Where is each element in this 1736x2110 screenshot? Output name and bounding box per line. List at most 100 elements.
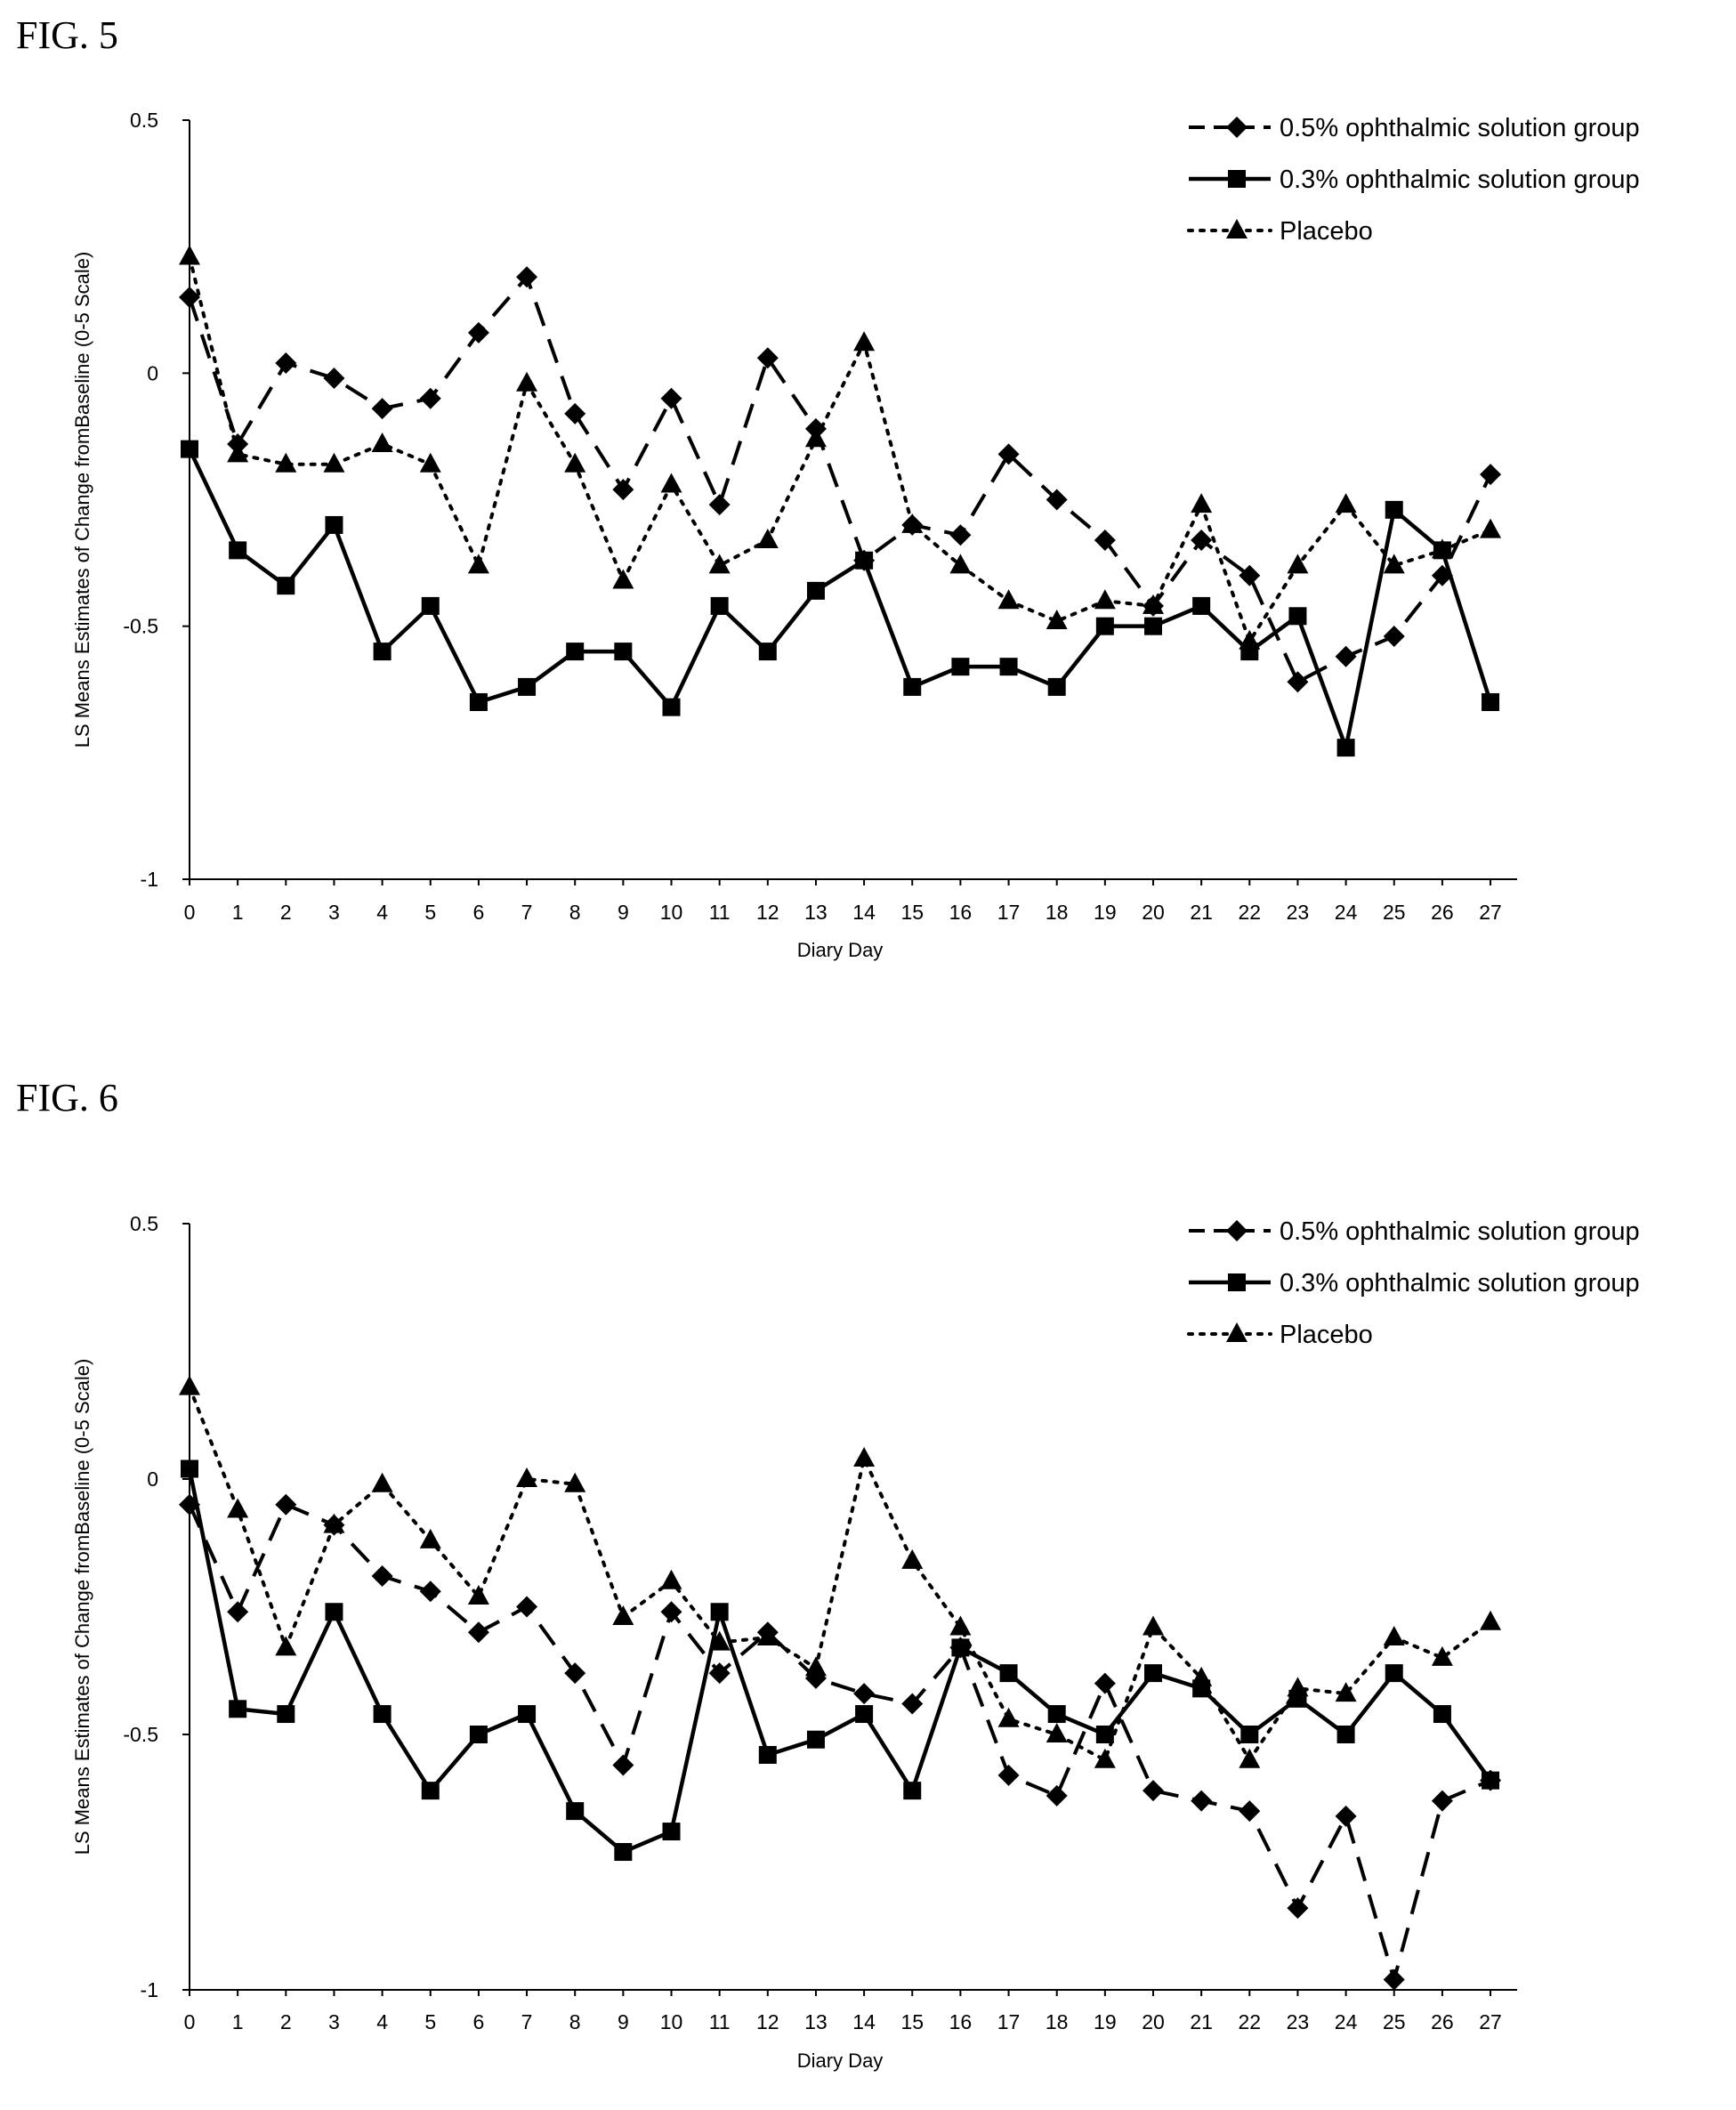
fig6-triangle-series-point <box>660 1569 682 1589</box>
fig5-triangle-series-line <box>188 255 1493 646</box>
fig5-diamond-series-point <box>612 479 634 501</box>
fig6-diamond-series-point <box>997 1764 1020 1786</box>
fig5-legend-label: 0.3% ophthalmic solution group <box>1280 166 1640 194</box>
fig6-diamond-series-point <box>516 1596 538 1618</box>
fig5-triangle-series-point <box>323 452 345 473</box>
fig5-x-tick-label: 16 <box>949 901 973 924</box>
fig5-diamond-series-point <box>1094 529 1116 551</box>
fig5-triangle-series-point <box>516 371 538 392</box>
fig5-legend-marker <box>1228 170 1246 188</box>
fig5-square-series-point <box>855 551 874 570</box>
fig6-triangle-series-point <box>323 1513 345 1533</box>
fig5-square-series-point <box>1288 607 1307 626</box>
fig5-x-axis-title: Diary Day <box>797 939 884 961</box>
fig6-triangle-series-point <box>179 1375 200 1395</box>
fig5-x-tick-label: 26 <box>1431 901 1454 924</box>
fig5-legend-entry: 0.5% ophthalmic solution group <box>1189 114 1640 142</box>
fig5-diamond-series-point <box>1480 464 1502 486</box>
fig6-square-series-point <box>758 1745 777 1764</box>
fig6-y-tick-label: -0.5 <box>123 1723 158 1746</box>
fig6-x-tick-label: 17 <box>997 2010 1021 2033</box>
fig5-x-tick-label: 14 <box>852 901 876 924</box>
fig6-y-axis-title: LS Means Estimates of Change fromBaselin… <box>71 1359 93 1855</box>
fig6-square-series-point <box>614 1843 633 1862</box>
fig5-y-tick-label: 0 <box>147 361 158 384</box>
fig5-square-series-point <box>806 581 825 600</box>
fig6-triangle-series-point <box>1480 1610 1502 1630</box>
figure-label-fig6: FIG. 6 <box>16 1076 118 1120</box>
fig6-square-series-point <box>951 1638 970 1657</box>
fig5-triangle-series-point <box>1335 493 1357 513</box>
fig6-x-tick-label: 25 <box>1383 2010 1406 2033</box>
fig5-triangle-series-point <box>1383 554 1405 574</box>
fig6-x-tick-label: 4 <box>376 2010 388 2033</box>
fig6-diamond-series-point <box>1191 1790 1213 1812</box>
fig5-y-tick-label: 0.5 <box>130 109 158 132</box>
fig6-diamond-series-point <box>275 1493 297 1516</box>
fig5-x-tick-label: 21 <box>1190 901 1213 924</box>
fig5-square-series-point <box>1192 596 1211 615</box>
fig6-square-series-point <box>181 1459 198 1478</box>
fig6-triangle-series-point <box>1191 1666 1213 1686</box>
fig6-triangle-series-point <box>371 1472 393 1492</box>
fig5-triangle-series-point <box>275 452 297 473</box>
fig6-diamond-series <box>179 1493 1502 1991</box>
fig6-x-tick-label: 18 <box>1046 2010 1069 2033</box>
fig6-triangle-series-point <box>1383 1625 1405 1645</box>
fig5-triangle-series-point <box>1143 594 1164 614</box>
fig5-legend-marker <box>1226 117 1247 138</box>
fig5-square-series-point <box>710 596 729 615</box>
fig5-diamond-series-point <box>1046 489 1068 511</box>
fig6-legend-marker <box>1226 1322 1247 1342</box>
fig5-y-axis-title: LS Means Estimates of Change fromBaselin… <box>71 252 93 748</box>
fig6-diamond-series-point <box>1046 1784 1068 1807</box>
fig5-square-series-point <box>662 698 681 716</box>
fig6-diamond-series-line <box>188 1502 1491 1986</box>
fig6-x-tick-label: 27 <box>1479 2010 1502 2033</box>
fig5-x-tick-label: 2 <box>280 901 292 924</box>
fig5-y-tick-label: -0.5 <box>123 615 158 638</box>
fig5-square-series-point <box>1047 677 1066 696</box>
fig6-y-tick-label: -1 <box>141 1978 158 2001</box>
fig5-diamond-series-point <box>323 368 345 390</box>
fig5-diamond-series-point <box>1287 671 1309 693</box>
fig6-triangle-series-point <box>708 1630 731 1651</box>
fig6-x-tick-label: 24 <box>1335 2010 1358 2033</box>
fig6-x-tick-label: 7 <box>521 2010 533 2033</box>
fig5-triangle-series-point <box>1431 538 1453 559</box>
fig5-square-series-point <box>1144 617 1162 635</box>
fig6-legend-label: Placebo <box>1280 1321 1373 1349</box>
fig6-legend-entry: 0.5% ophthalmic solution group <box>1189 1217 1640 1246</box>
fig6-diamond-series-point <box>660 1601 682 1623</box>
fig6-x-tick-label: 3 <box>328 2010 340 2033</box>
fig5-square-series-point <box>1336 739 1355 757</box>
fig5-diamond-series-line <box>188 273 1492 684</box>
fig5-triangle-series-point <box>612 569 634 589</box>
fig6-triangle-series-point <box>564 1472 586 1492</box>
fig6-square-series-point <box>1095 1726 1114 1743</box>
fig5-diamond-series-point <box>516 266 538 288</box>
fig5-diamond-series-point <box>179 287 200 309</box>
fig6-square-series-point <box>1240 1726 1259 1743</box>
fig6-legend-marker <box>1226 1220 1247 1241</box>
fig5-x-tick-label: 6 <box>473 901 485 924</box>
fig6-square-series-point <box>1482 1771 1500 1790</box>
fig5-square-series-point <box>229 541 247 560</box>
fig5-square-series-point <box>566 643 585 661</box>
fig6-triangle-series-point <box>1143 1615 1164 1636</box>
fig5-x-tick-label: 15 <box>900 901 924 924</box>
fig6-x-tick-label: 12 <box>756 2010 779 2033</box>
fig5-triangle-series-point <box>949 554 972 574</box>
fig6-triangle-series-point <box>1335 1682 1357 1702</box>
fig6-square-series-point <box>421 1782 440 1800</box>
fig5-square-series-point <box>373 643 392 661</box>
fig6-square-series-point <box>662 1823 681 1841</box>
fig6-legend-entry: Placebo <box>1187 1321 1373 1349</box>
fig6-x-axis-title: Diary Day <box>797 2049 884 2072</box>
fig5-diamond-series-point <box>1239 564 1261 586</box>
fig6-x-tick-label: 23 <box>1287 2010 1310 2033</box>
fig6-x-tick-label: 10 <box>660 2010 683 2033</box>
fig5-square-series-point <box>277 577 295 595</box>
fig6-triangle-series-point <box>1287 1677 1309 1697</box>
fig5-diamond-series-point <box>1383 626 1405 648</box>
